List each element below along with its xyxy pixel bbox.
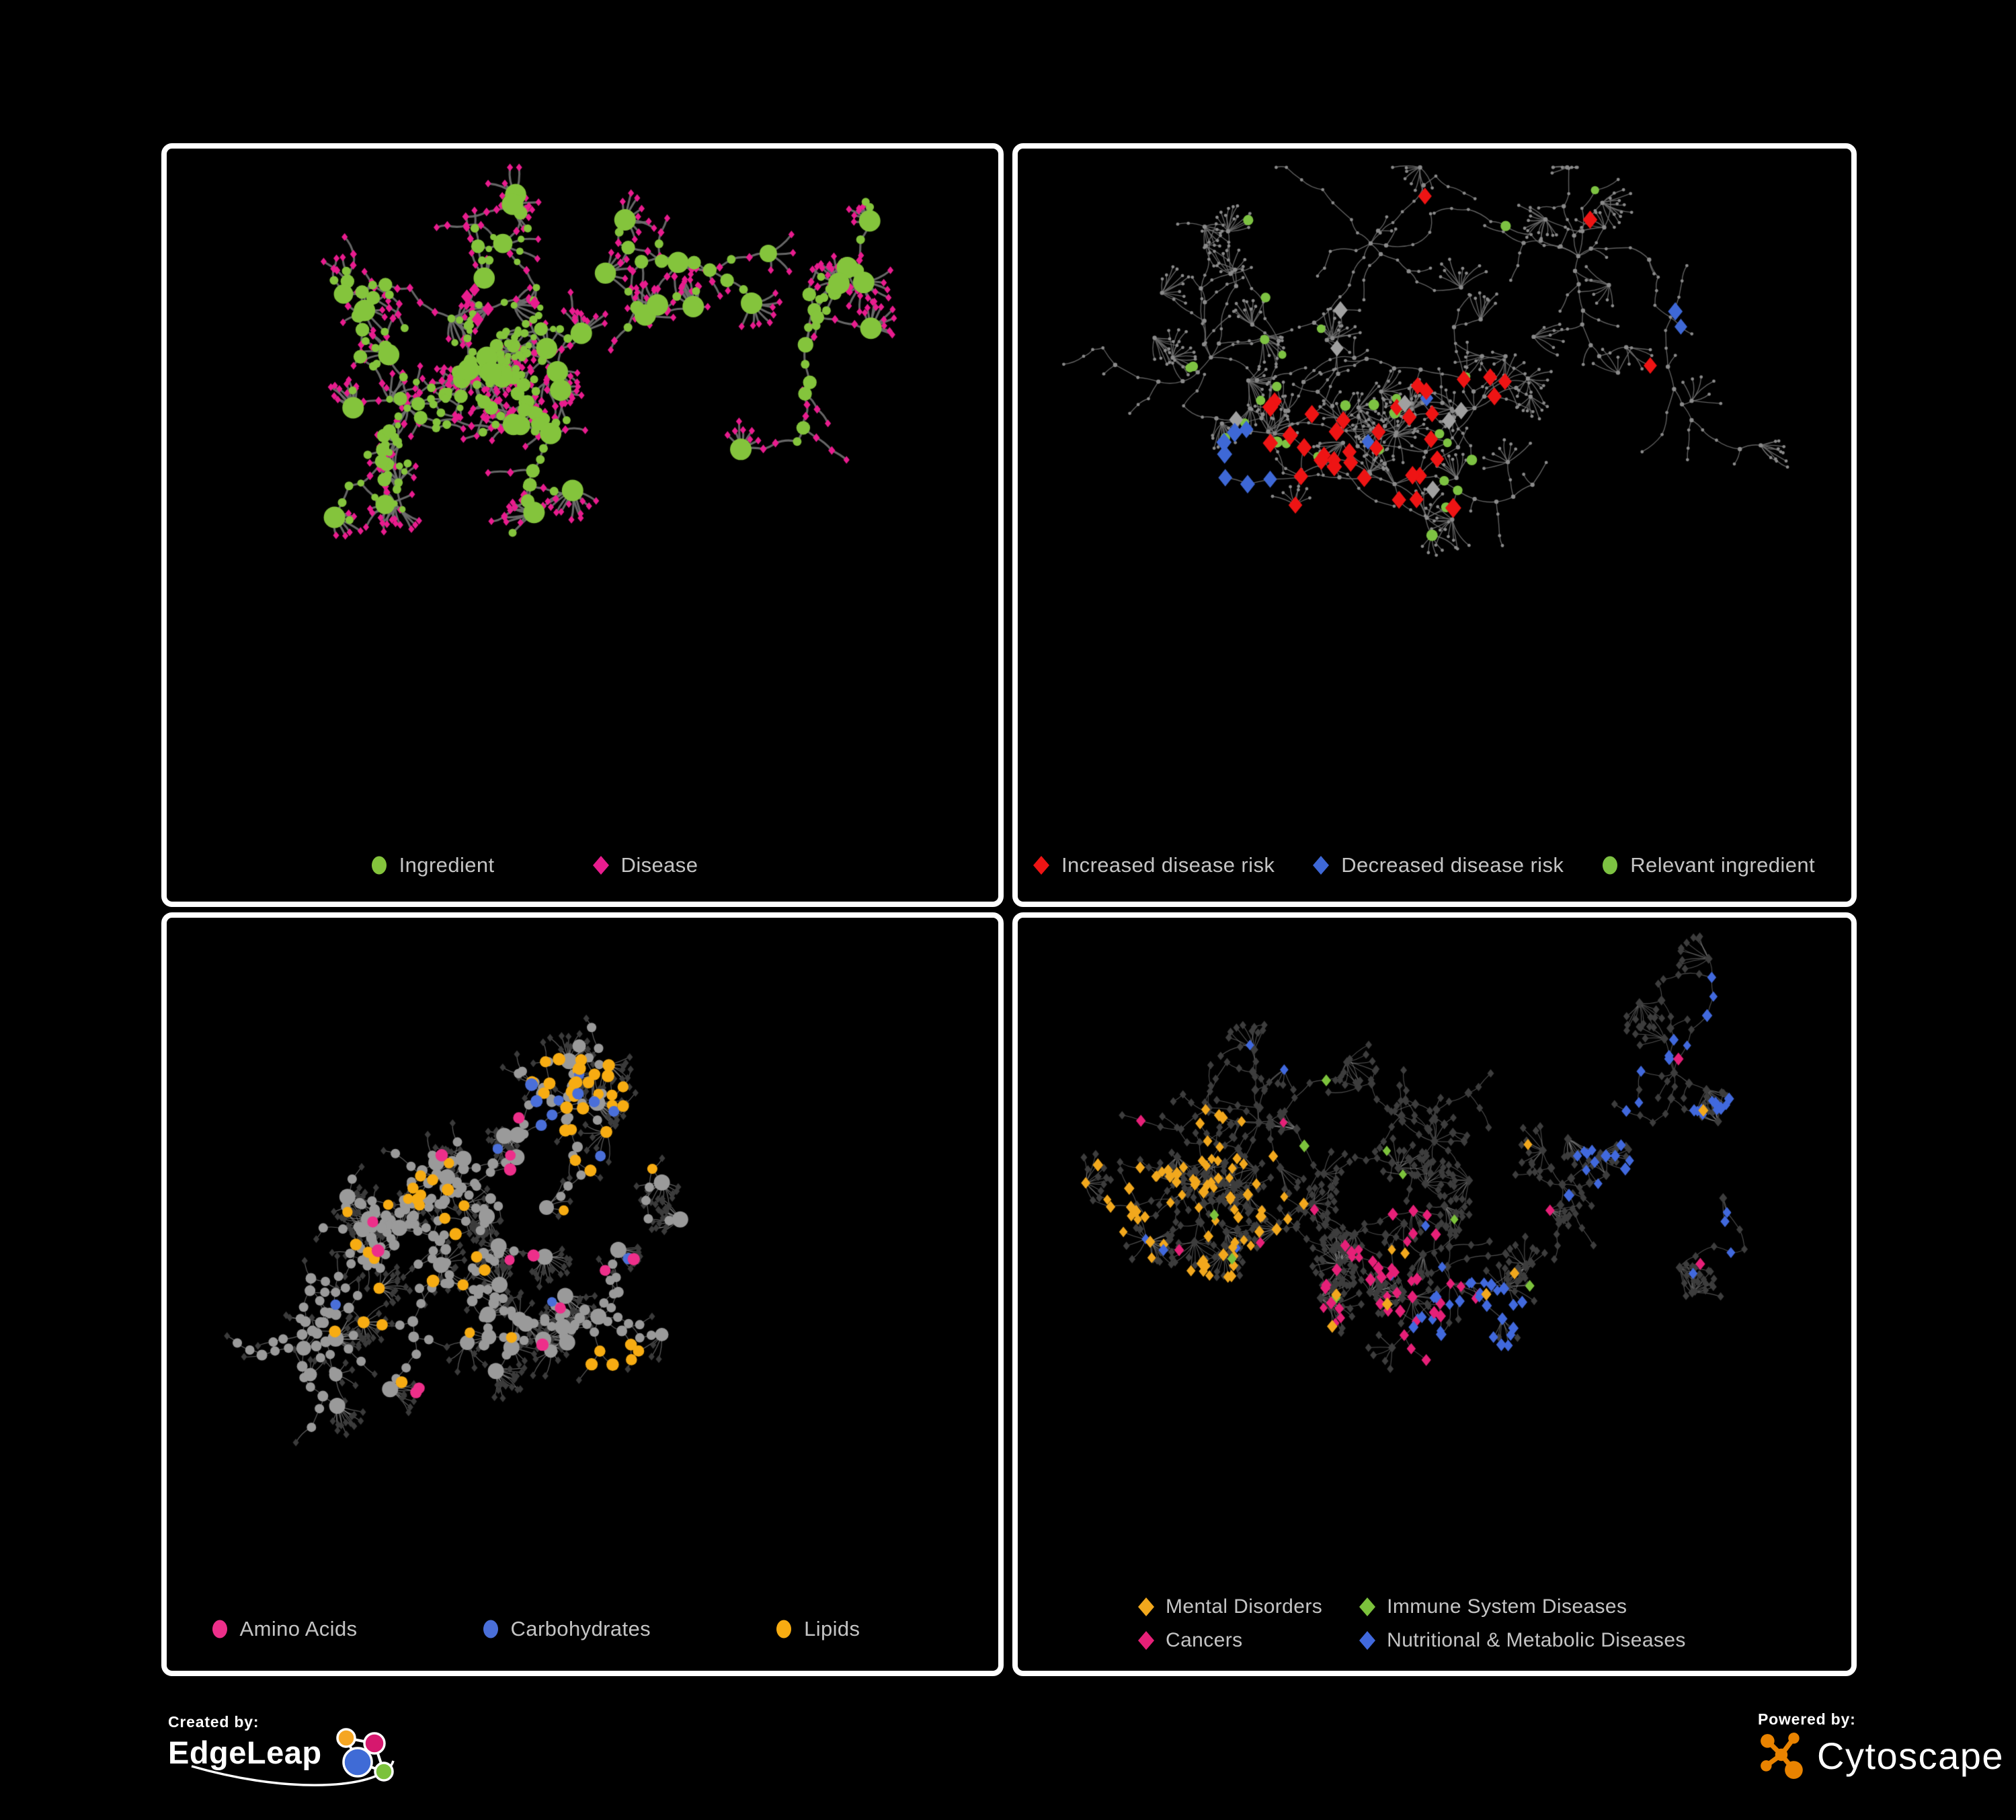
increased-risk-diamond-icon [1033,855,1050,875]
powered-by-label: Powered by: [1758,1710,1856,1728]
cytoscape-wordmark: Cytoscape [1817,1735,2005,1777]
legend-label-amino-acids: Amino Acids [239,1617,358,1640]
legend-item-cancers: Cancers [1137,1629,1322,1652]
legend-label-carbohydrates: Carbohydrates [510,1617,651,1640]
nutritional-metabolic-diamond-icon [1359,1630,1376,1651]
network-macronutrients [167,918,998,1671]
legend-label-relevant-ingredient: Relevant ingredient [1630,853,1815,877]
edgeleap-wordmark: EdgeLeap [168,1735,322,1770]
legend-label-cancers: Cancers [1166,1629,1243,1651]
legend-macronutrients: Amino Acids Carbohydrates Lipids [167,1617,951,1641]
legend-item-ingredient: Ingredient [370,853,495,877]
ingredient-circle-icon [370,855,388,875]
edgeleap-network-icon [191,1728,395,1786]
legend-item-carbohydrates: Carbohydrates [482,1617,651,1641]
cancers-diamond-icon [1137,1630,1155,1651]
created-by-lockup: Created by: EdgeLeap [168,1713,401,1794]
panel-disease-classes: Mental Disorders Immune System Diseases … [1012,912,1857,1676]
legend-item-mental-disorders: Mental Disorders [1137,1595,1322,1618]
powered-by-lockup: Powered by: Cytoscape [1758,1710,2004,1781]
cytoscape-network-icon [1761,1733,1803,1779]
legend-label-lipids: Lipids [804,1617,860,1640]
legend-label-mental-disorders: Mental Disorders [1166,1595,1323,1618]
legend-item-decreased-risk: Decreased disease risk [1312,853,1564,877]
panel-disease-risk: Increased disease risk Decreased disease… [1012,143,1857,907]
decreased-risk-diamond-icon [1312,855,1330,875]
legend-label-decreased-risk: Decreased disease risk [1341,853,1564,877]
cytoscape-logo: Cytoscape [1758,1731,2004,1781]
legend-item-disease: Disease [592,853,698,877]
legend-disease-risk: Increased disease risk Decreased disease… [1018,853,1841,877]
mental-disorders-diamond-icon [1137,1597,1155,1617]
immune-diseases-diamond-icon [1359,1597,1376,1617]
legend-item-amino-acids: Amino Acids [211,1617,358,1641]
legend-label-nutritional-metabolic: Nutritional & Metabolic Diseases [1387,1629,1686,1651]
legend-disease-classes: Mental Disorders Immune System Diseases … [1137,1595,1686,1652]
legend-item-increased-risk: Increased disease risk [1033,853,1275,877]
legend-label-disease: Disease [620,853,698,877]
panel-ingredient-disease: Ingredient Disease [161,143,1004,907]
network-disease-risk [1018,149,1851,902]
legend-item-lipids: Lipids [775,1617,860,1641]
legend-ingredient-disease: Ingredient Disease [167,853,950,877]
network-disease-classes [1018,918,1851,1671]
network-ingredient-disease [167,149,998,902]
created-by-label: Created by: [168,1713,259,1731]
legend-item-relevant-ingredient: Relevant ingredient [1601,853,1815,877]
carbohydrates-circle-icon [482,1619,499,1639]
legend-label-immune-diseases: Immune System Diseases [1387,1595,1627,1618]
legend-item-immune-diseases: Immune System Diseases [1359,1595,1686,1618]
edgeleap-logo: EdgeLeap [168,1728,401,1794]
lipids-circle-icon [775,1619,793,1639]
amino-acids-circle-icon [211,1619,229,1639]
panel-macronutrients: Amino Acids Carbohydrates Lipids [161,912,1004,1676]
legend-item-nutritional-metabolic: Nutritional & Metabolic Diseases [1359,1629,1686,1652]
disease-diamond-icon [592,855,610,875]
legend-label-ingredient: Ingredient [399,853,495,877]
legend-label-increased-risk: Increased disease risk [1061,853,1275,877]
relevant-ingredient-circle-icon [1601,855,1619,875]
